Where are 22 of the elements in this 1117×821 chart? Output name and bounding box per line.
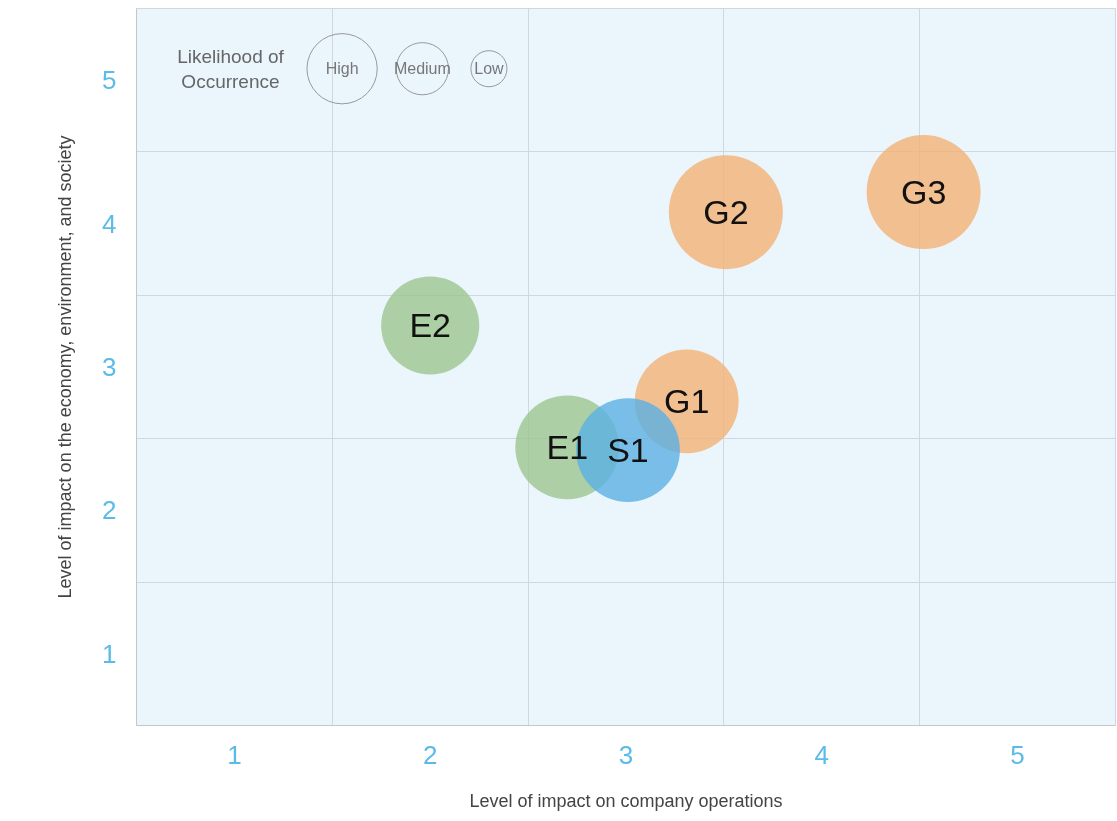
annotation: S1	[607, 431, 649, 470]
annotation: E2	[409, 306, 451, 345]
x-tick-label: 4	[814, 739, 830, 770]
y-tick-label: 4	[102, 208, 117, 239]
annotation: G1	[664, 382, 710, 421]
legend-label: Medium	[393, 60, 451, 78]
annotation: E1	[546, 428, 589, 467]
y-tick-label: 3	[102, 352, 117, 382]
y-tick-label: 1	[102, 638, 117, 669]
y-axis-title: Level of impact on the economy, environment, and society	[55, 135, 76, 599]
x-axis-title: Level of impact on company operations	[469, 790, 783, 811]
legend-title: Likelihood of Occurrence	[177, 45, 285, 92]
x-tick-label: 3	[618, 739, 634, 770]
annotation: G3	[900, 173, 947, 212]
annotation: G2	[703, 193, 749, 232]
x-tick-label: 5	[1010, 739, 1025, 770]
x-tick-label: 1	[227, 739, 242, 770]
y-tick-label: 2	[102, 495, 117, 526]
y-tick-label: 5	[102, 65, 117, 96]
legend-label: High	[325, 60, 359, 78]
x-tick-label: 2	[422, 739, 438, 770]
legend-label: Low	[474, 60, 505, 78]
